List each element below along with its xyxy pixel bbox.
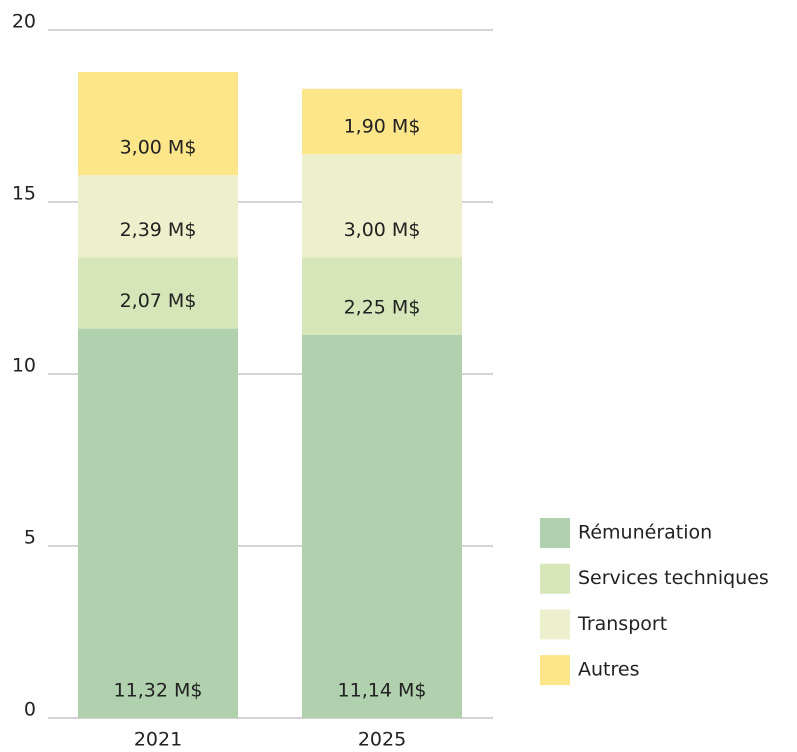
value-label: 3,00 M$ <box>120 137 197 159</box>
value-label: 1,90 M$ <box>344 116 421 138</box>
legend-label: Rémunération <box>578 522 712 544</box>
legend-swatch <box>540 655 570 686</box>
value-label: 2,25 M$ <box>344 296 421 318</box>
x-tick-label: 2021 <box>134 729 182 751</box>
value-label: 11,32 M$ <box>114 680 203 702</box>
y-tick-label: 5 <box>24 527 36 549</box>
bar-segment <box>78 71 238 176</box>
bar-segment <box>78 175 238 258</box>
x-tick-label: 2025 <box>358 729 406 751</box>
legend-label: Services techniques <box>578 567 769 589</box>
bar-segment <box>302 88 462 155</box>
bar-segment <box>78 257 238 329</box>
bar-segment <box>78 328 238 718</box>
y-tick-label: 0 <box>24 699 36 721</box>
bar-segment <box>302 334 462 718</box>
bar-segment <box>302 154 462 258</box>
y-tick-label: 15 <box>12 183 36 205</box>
legend-swatch <box>540 563 570 594</box>
value-label: 2,39 M$ <box>120 219 197 241</box>
y-tick-label: 20 <box>12 11 36 33</box>
legend-label: Transport <box>577 613 667 635</box>
value-label: 11,14 M$ <box>338 680 427 702</box>
bar-segment <box>302 257 462 335</box>
legend-swatch <box>540 609 570 640</box>
value-label: 2,07 M$ <box>120 290 197 312</box>
legend-swatch <box>540 518 570 548</box>
y-tick-label: 10 <box>12 355 36 377</box>
legend-label: Autres <box>578 659 639 681</box>
value-label: 3,00 M$ <box>344 219 421 241</box>
